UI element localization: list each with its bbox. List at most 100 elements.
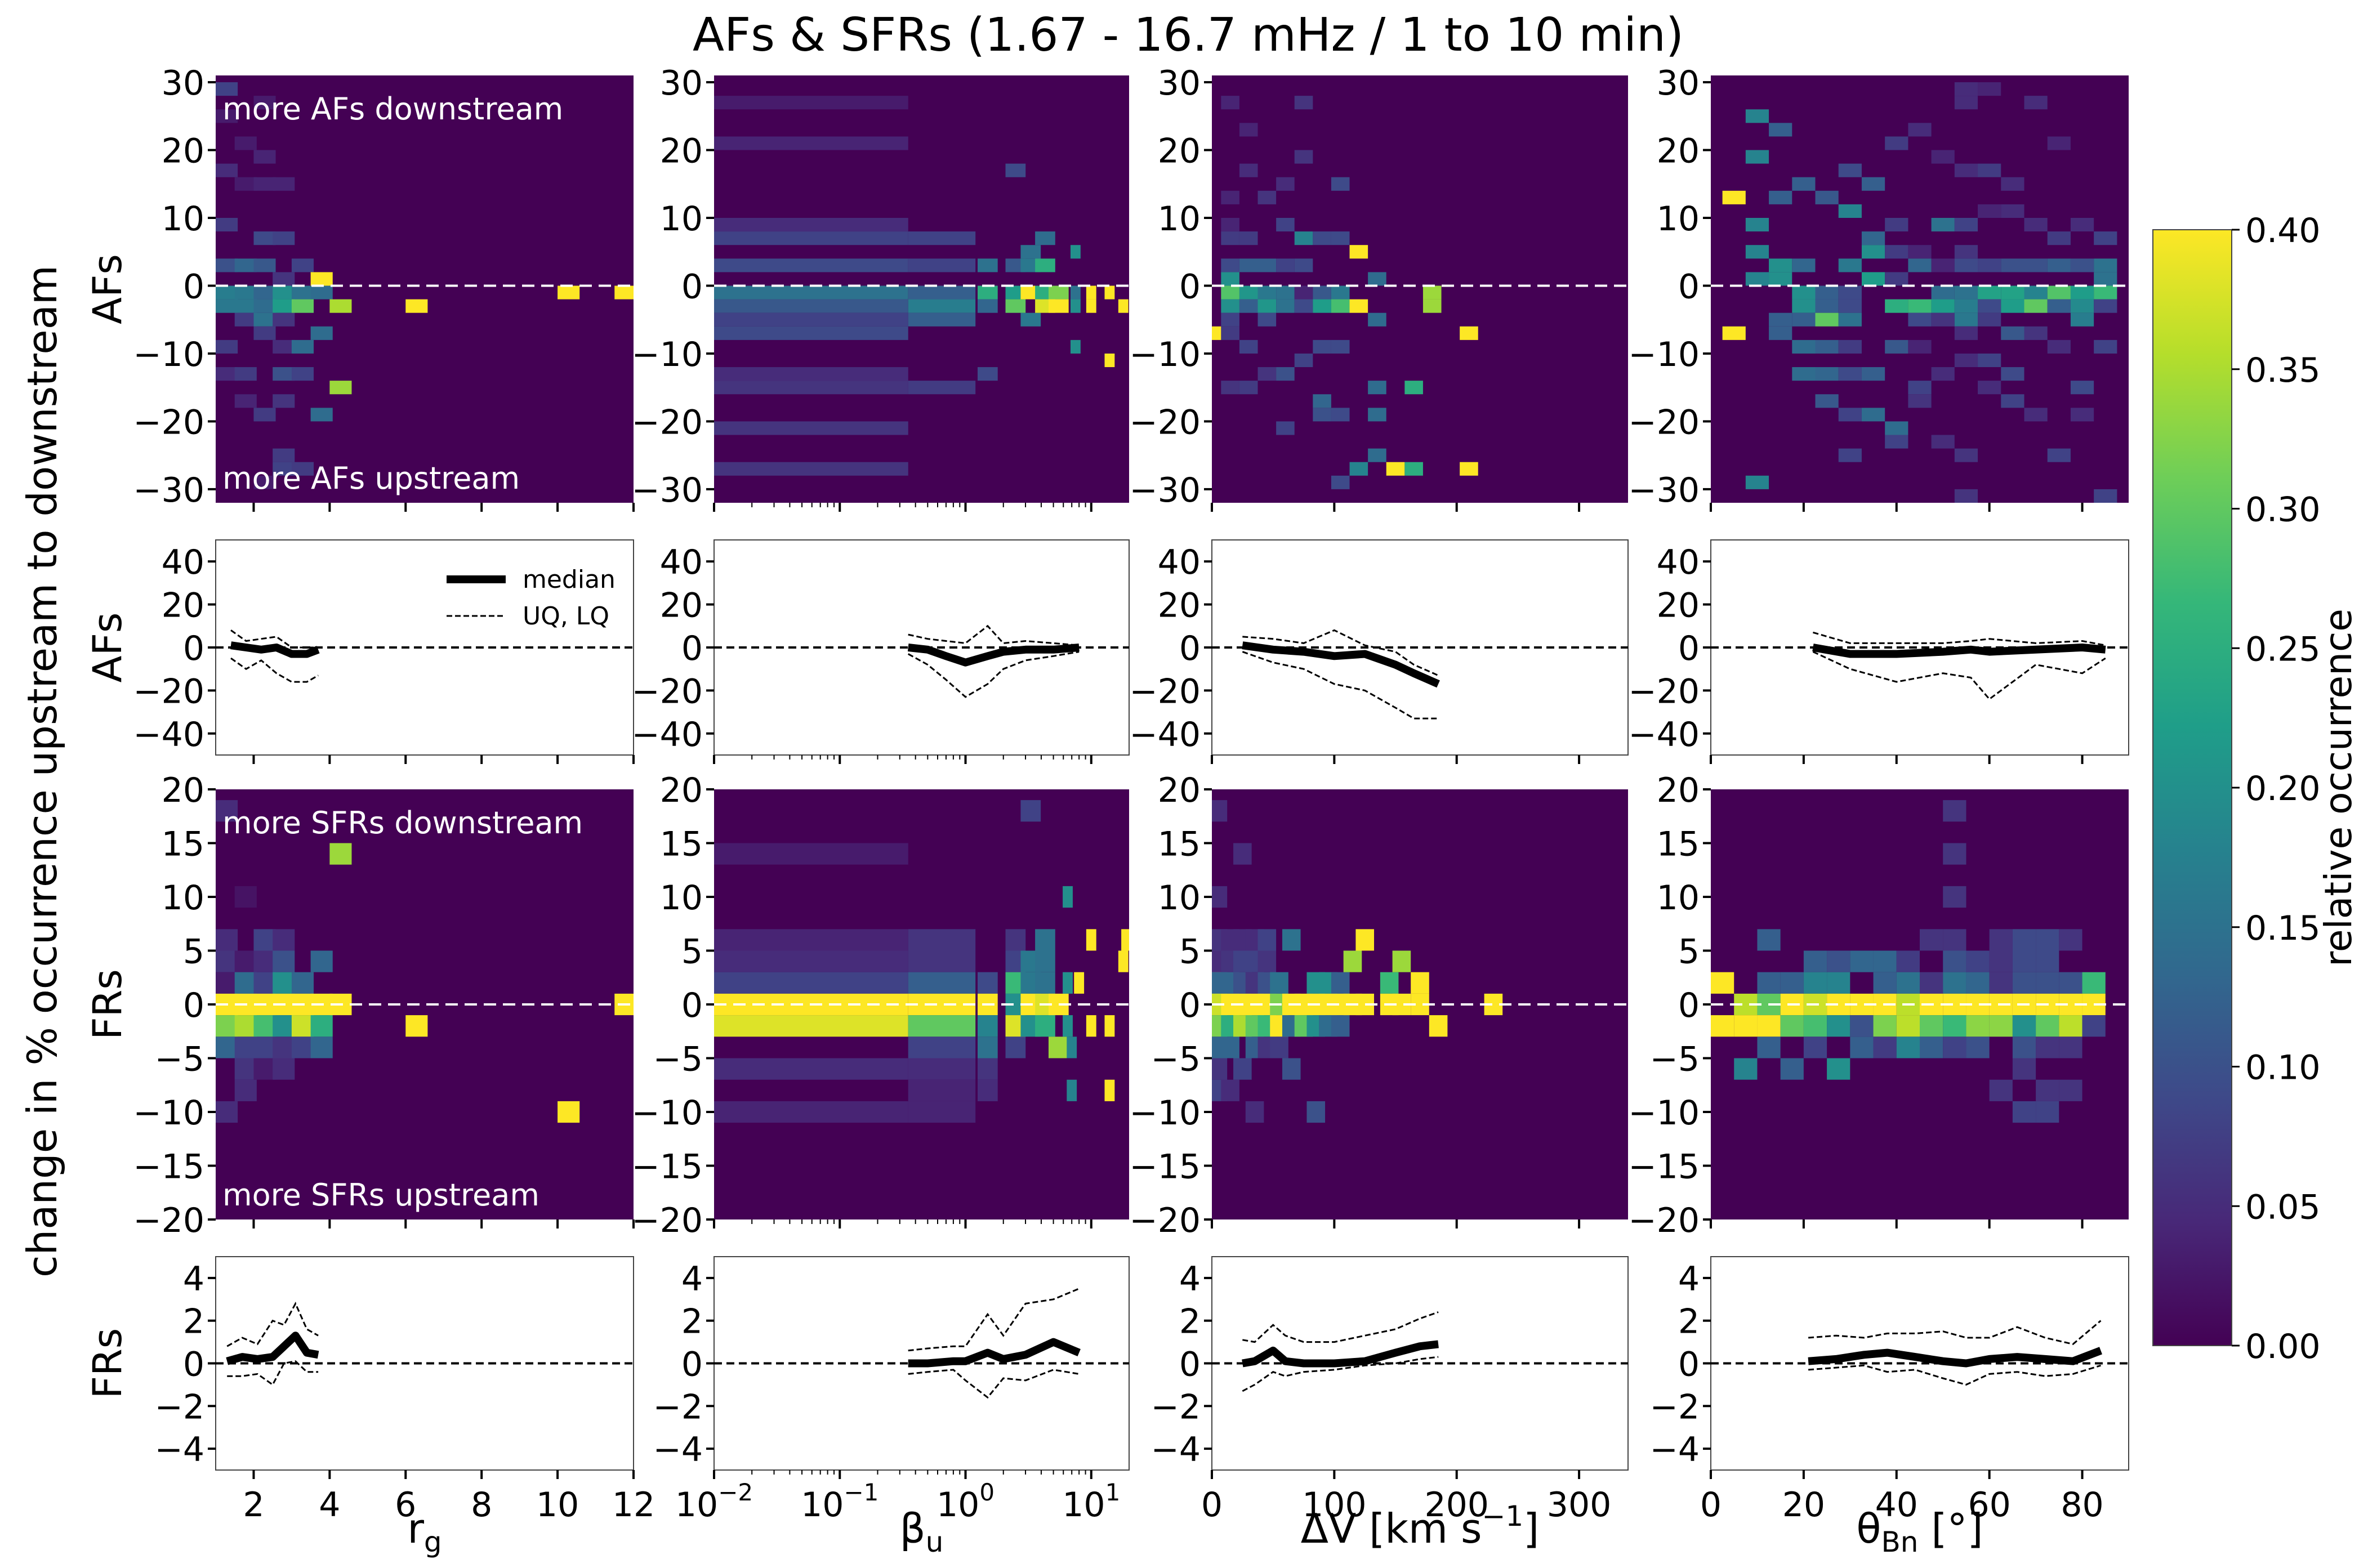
heatmap-cell	[1978, 204, 2001, 218]
heatmap-cell	[1294, 285, 1313, 300]
heatmap-cell	[1239, 231, 1258, 245]
upper-quartile-line	[226, 1301, 319, 1347]
heatmap-cell	[2012, 972, 2036, 994]
line-series	[1242, 1311, 1439, 1392]
y-tick-label: 4	[183, 1259, 204, 1299]
heatmap-cell	[614, 285, 634, 300]
heatmap-cell	[1745, 245, 1769, 259]
heatmap-cell	[1121, 929, 1129, 951]
x-tick-label: 10−1	[801, 1478, 878, 1525]
heatmap-cell	[1212, 886, 1228, 908]
heatmap-cell	[1349, 462, 1368, 476]
heatmap-cell	[1769, 272, 1792, 286]
heatmap-cell	[1035, 258, 1055, 272]
heatmap-cell	[1978, 258, 2001, 272]
heatmap-cell	[1978, 82, 2001, 96]
heatmap-cell	[273, 1058, 295, 1080]
heatmap-cell	[1239, 258, 1258, 272]
heatmap-cell	[1048, 1037, 1069, 1058]
heatmap-cell	[1349, 299, 1368, 313]
y-tick-label: 0	[1678, 629, 1700, 668]
heatmap-cell	[216, 285, 238, 300]
lower-quartile-line	[230, 657, 319, 683]
heatmap-cell	[1803, 950, 1827, 972]
heatmap-cell	[1276, 421, 1295, 435]
lower-quartile-line	[227, 1360, 319, 1386]
heatmap-cell	[1063, 886, 1073, 908]
heatmap-cell	[1368, 408, 1386, 422]
heatmap-cell	[1257, 285, 1277, 300]
heatmap-cell	[2012, 1058, 2036, 1080]
y-tick-label: −20	[1129, 1201, 1201, 1240]
heatmap-cell	[1954, 82, 1978, 96]
legend-quartile-label: UQ, LQ	[523, 602, 609, 631]
heatmap-cell	[2036, 972, 2059, 994]
y-tick-label: −20	[133, 403, 204, 442]
upper-quartile-line	[908, 1288, 1080, 1352]
heatmap-cell	[1931, 435, 1955, 449]
heatmap-cell	[1404, 381, 1423, 395]
heatmap-cell	[1048, 299, 1069, 313]
median-line	[908, 1338, 1081, 1368]
upper-quartile-line	[1808, 1320, 2102, 1346]
heatmap-cell	[1063, 972, 1073, 994]
heatmap-cell	[216, 1037, 238, 1058]
heatmap-cell	[1368, 448, 1386, 462]
annotation-top: more SFRs downstream	[222, 805, 583, 841]
y-tick-label: −4	[653, 1430, 703, 1469]
y-tick-label: 0	[681, 986, 703, 1025]
x-axis-label: ΔV [km s−1]	[1301, 1500, 1540, 1552]
heatmap-cell	[1212, 1058, 1228, 1080]
y-tick-label: 0	[1179, 267, 1201, 306]
heatmap-cell	[1711, 1015, 1734, 1037]
heatmap-cell	[1943, 950, 1966, 972]
row-label: FRs	[84, 969, 131, 1039]
heatmap-cell	[1815, 367, 1839, 381]
heatmap-cell	[2036, 1015, 2059, 1037]
heatmap-cell	[1850, 950, 1874, 972]
y-tick-label: 30	[1657, 64, 1700, 103]
heatmap-cell	[1896, 1037, 1920, 1058]
heatmap-cell	[1769, 123, 1792, 137]
heatmap-cell	[2082, 1015, 2106, 1037]
heatmap-cell	[234, 367, 257, 381]
heatmap-cell	[1276, 258, 1295, 272]
heatmap-cell	[1233, 843, 1252, 865]
heatmap-cell	[216, 218, 238, 232]
heatmap-cell	[1005, 299, 1026, 313]
heatmap-cell	[2070, 218, 2094, 232]
heatmap-cell	[1005, 929, 1026, 951]
heatmap-cell	[1411, 972, 1429, 994]
heatmap-cell	[1722, 326, 1746, 340]
heatmap-cell	[1920, 929, 1943, 951]
heatmap-cell	[1954, 448, 1978, 462]
heatmap-cell	[1118, 950, 1129, 972]
row-label: FRs	[84, 1328, 131, 1399]
x-tick-label: 10−2	[675, 1478, 753, 1525]
heatmap-cell	[310, 1015, 333, 1037]
heatmap-cell	[253, 312, 276, 327]
y-tick-label: 0	[681, 1345, 703, 1384]
heatmap-cell	[1769, 190, 1792, 204]
heatmap-cell	[1838, 163, 1862, 177]
y-tick-label: −20	[1129, 403, 1201, 442]
y-tick-label: −30	[133, 471, 204, 510]
y-tick-label: −40	[1628, 715, 1700, 754]
y-tick-label: 0	[1678, 267, 1700, 306]
heatmap-cell	[714, 136, 908, 150]
heatmap-cell	[1757, 1015, 1781, 1037]
heatmap-cell	[1276, 299, 1295, 313]
y-tick-label: 5	[1179, 932, 1201, 972]
heatmap-cell	[1908, 381, 1932, 395]
heatmap-cell	[908, 1079, 976, 1101]
heatmap-cell	[1349, 245, 1368, 259]
heatmap-cell	[329, 299, 352, 313]
heatmap-cell	[1954, 163, 1978, 177]
legend-median-label: median	[523, 565, 616, 594]
x-tick-label: 60	[1968, 1485, 2010, 1525]
line-series	[230, 629, 320, 683]
heatmap-cell	[405, 1015, 428, 1037]
heatmap-cell	[2094, 489, 2117, 503]
heatmap-cell	[2001, 299, 2024, 313]
heatmap-cell	[1943, 972, 1966, 994]
